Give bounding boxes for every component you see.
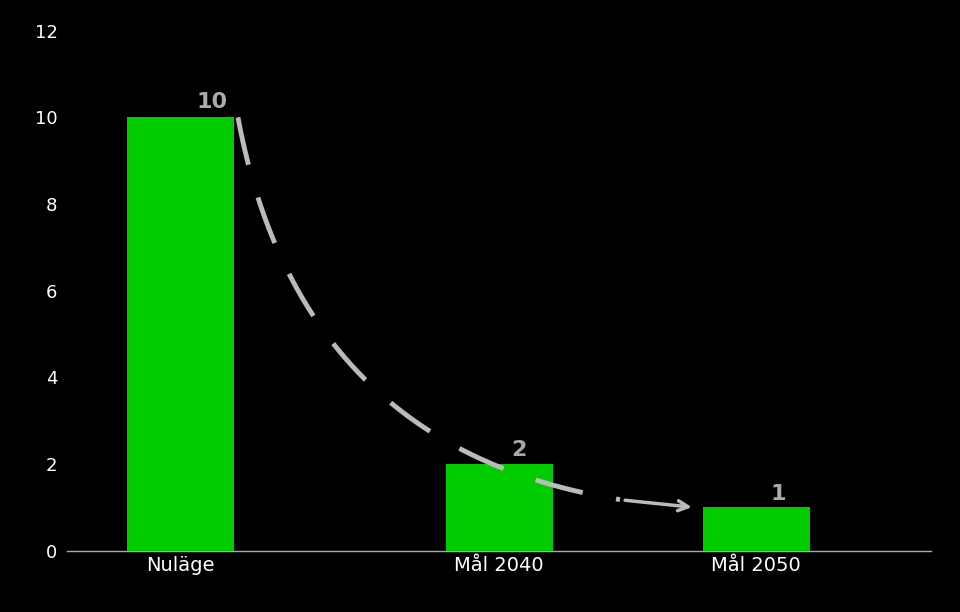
Text: 10: 10 [197, 92, 228, 112]
Text: 1: 1 [771, 484, 786, 504]
Bar [127, 118, 234, 551]
Bar [445, 464, 553, 551]
Bar [703, 507, 810, 551]
Text: 2: 2 [512, 440, 527, 460]
